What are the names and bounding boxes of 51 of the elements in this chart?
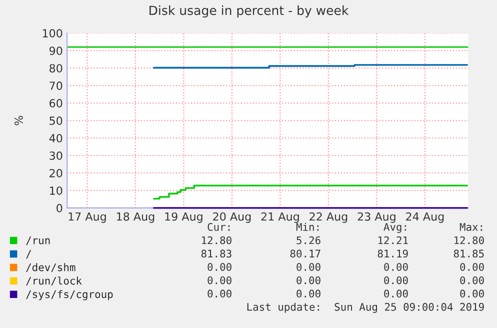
- text: 0.00: [296, 290, 320, 298]
- text: 0.00: [208, 290, 232, 298]
- y-tick-label: 90: [49, 46, 62, 55]
- text: Cur:: [208, 223, 230, 231]
- text: Avg:: [384, 223, 406, 233]
- legend-label: /run/lock: [26, 276, 82, 286]
- y-tick-label: 20: [50, 168, 62, 178]
- text: 0.00: [208, 276, 232, 284]
- text: 0.00: [460, 276, 484, 284]
- legend-label: /: [26, 250, 32, 259]
- chart-title: Disk usage in percent - by week: [150, 5, 349, 18]
- y-tick-label: 80: [50, 64, 62, 72]
- text: Min:: [296, 222, 319, 231]
- legend-label: /run: [26, 236, 50, 246]
- text: 0.00: [296, 276, 320, 284]
- text: 12.80: [454, 236, 484, 244]
- y-tick-label: 100: [42, 29, 62, 38]
- y-tick-label: 10: [50, 186, 62, 195]
- text: 0.00: [208, 263, 232, 271]
- text: 81.19: [378, 250, 408, 258]
- text: 0.00: [460, 290, 484, 298]
- text: 12.21: [378, 236, 408, 244]
- text: 81.85: [454, 250, 484, 258]
- text: 0.00: [460, 263, 484, 271]
- x-tick-label: 23 Aug: [358, 212, 396, 223]
- text: 0.00: [384, 263, 408, 271]
- text: Max:: [460, 223, 482, 231]
- x-tick-label: 21 Aug: [261, 212, 299, 223]
- x-tick-label: 19 Aug: [165, 212, 202, 223]
- text: 0.00: [384, 290, 408, 298]
- x-tick-label: 22 Aug: [310, 212, 348, 223]
- y-tick-label: 70: [50, 82, 62, 90]
- text: 0.00: [296, 263, 320, 271]
- y-axis-title: %: [14, 116, 23, 126]
- y-tick-label: 60: [50, 99, 62, 108]
- legend-label: /sys/fs/cgroup: [26, 290, 113, 300]
- y-tick-label: 30: [50, 151, 62, 160]
- text: 80.17: [290, 250, 320, 258]
- y-tick-label: 0: [56, 204, 62, 212]
- y-tick-label: 40: [49, 134, 62, 142]
- x-tick-label: 18 Aug: [116, 212, 154, 223]
- x-tick-label: 20 Aug: [213, 212, 251, 223]
- legend-label: /dev/shm: [26, 263, 76, 272]
- x-tick-label: 17 Aug: [68, 212, 106, 223]
- text: Last update: Sun Aug 25 09:00:04 2019: [247, 302, 484, 313]
- text: 12.80: [202, 236, 232, 244]
- text: 5.26: [296, 236, 320, 244]
- text: 81.83: [201, 250, 232, 258]
- text: 0.00: [384, 276, 408, 284]
- x-tick-label: 24 Aug: [406, 212, 444, 223]
- y-tick-label: 50: [50, 116, 62, 125]
